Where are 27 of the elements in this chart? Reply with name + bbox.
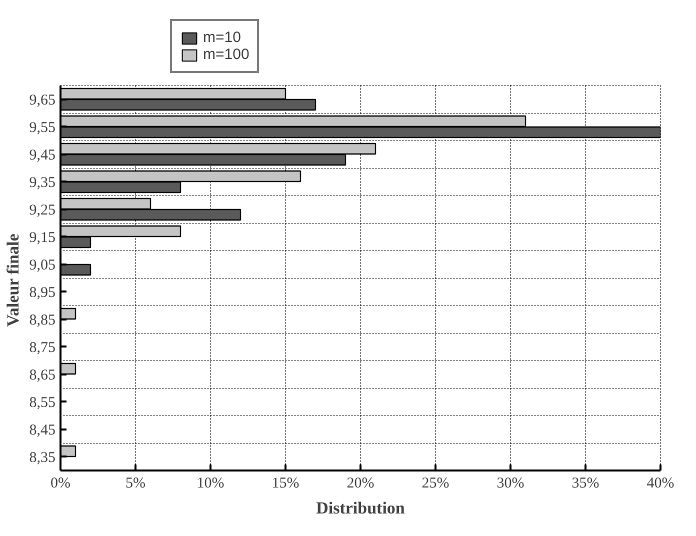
x-tick-label: 40% — [646, 476, 674, 492]
y-tick-label: 9,05 — [29, 257, 56, 274]
y-tick-label: 8,35 — [29, 450, 56, 466]
y-tick-label: 9,25 — [29, 202, 56, 218]
x-tick-label: 0% — [50, 476, 70, 492]
x-tick-label: 20% — [346, 476, 374, 492]
x-axis-title: Distribution — [316, 498, 406, 518]
y-tick-label: 9,45 — [29, 147, 56, 164]
x-tick-label: 5% — [126, 476, 146, 492]
legend-label: m=100 — [203, 46, 250, 63]
y-tick-label: 8,75 — [29, 340, 56, 356]
y-tick-label: 8,45 — [29, 422, 56, 438]
y-axis-title: Valeur finale — [3, 233, 22, 327]
y-tick-label: 8,95 — [29, 284, 56, 301]
y-tick-label: 9,35 — [29, 174, 56, 191]
y-tick-label: 8,65 — [29, 367, 56, 384]
y-tick-label: 8,55 — [29, 394, 56, 411]
y-tick-label: 9,15 — [29, 230, 56, 246]
x-tick-label: 10% — [196, 476, 224, 492]
x-tick-label: 35% — [572, 476, 600, 492]
y-tick-label: 8,85 — [29, 312, 56, 328]
x-tick-label: 25% — [422, 476, 450, 492]
x-tick-label: 15% — [272, 476, 300, 492]
x-tick-label: 30% — [496, 476, 524, 492]
legend-label: m=10 — [203, 29, 241, 46]
y-tick-label: 9,65 — [29, 92, 56, 108]
y-tick-label: 9,55 — [29, 120, 56, 136]
